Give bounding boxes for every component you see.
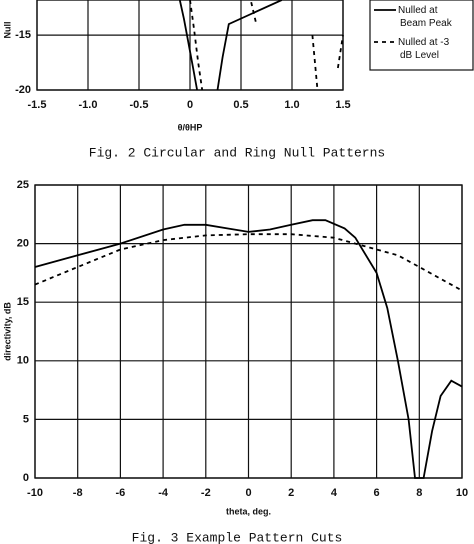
- x-tick-label: -10: [27, 487, 43, 499]
- y-tick-label: 20: [17, 238, 29, 250]
- y-tick-label: 10: [17, 355, 29, 367]
- legend-label: Nulled at Beam Peak: [398, 5, 453, 29]
- y-tick-label: -20: [15, 84, 31, 96]
- series-line: [180, 0, 291, 90]
- series-line: [34, 233, 463, 292]
- plot-frame: [36, 0, 344, 91]
- x-tick-label: 6: [374, 487, 380, 499]
- x-tick-label: 1.0: [284, 99, 299, 111]
- x-tick-label: 0: [245, 487, 251, 499]
- y-tick-label: 0: [23, 472, 29, 484]
- y-tick-label: 15: [17, 296, 29, 308]
- x-tick-label: 8: [416, 487, 422, 499]
- x-tick-label: 10: [456, 487, 468, 499]
- x-tick-label: -2: [201, 487, 211, 499]
- y-axis-label: directivity, dB: [2, 302, 12, 361]
- y-tick-label: -15: [15, 29, 31, 41]
- y-tick-label: 25: [17, 179, 29, 191]
- x-tick-label: -6: [116, 487, 126, 499]
- legend-label: Nulled at -3 dB Level: [398, 37, 450, 61]
- x-tick-label: 0: [187, 99, 193, 111]
- x-tick-label: -1.5: [28, 99, 47, 111]
- x-tick-label: -8: [73, 487, 83, 499]
- x-axis-label: theta, deg.: [226, 506, 271, 516]
- figure-caption: Fig. 3 Example Pattern Cuts: [132, 530, 343, 544]
- x-tick-label: 4: [331, 487, 338, 499]
- y-axis-label: Null: [2, 22, 12, 39]
- x-axis-label: θ/θHP: [178, 122, 203, 132]
- x-tick-label: 2: [288, 487, 294, 499]
- x-tick-label: -0.5: [130, 99, 149, 111]
- x-tick-label: 1.5: [335, 99, 350, 111]
- plot-frame: [34, 184, 463, 479]
- x-tick-label: 0.5: [233, 99, 248, 111]
- series-line: [189, 0, 344, 91]
- series-line: [34, 219, 463, 479]
- figure-caption: Fig. 2 Circular and Ring Null Patterns: [89, 145, 385, 160]
- y-tick-label: 5: [23, 413, 29, 425]
- x-tick-label: -1.0: [79, 99, 98, 111]
- legend-box: [369, 0, 474, 71]
- x-tick-label: -4: [158, 487, 169, 499]
